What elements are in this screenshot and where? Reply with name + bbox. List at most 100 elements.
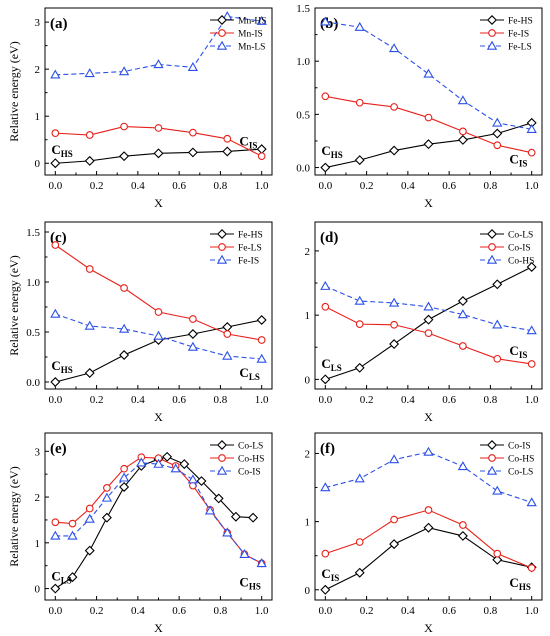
panel-5-legend-entry-2: Co-HS <box>238 455 264 465</box>
panel-6-series-3-line <box>325 451 532 504</box>
panel-1-series-2-point <box>223 134 232 143</box>
panel-5-series-1-point <box>196 476 207 487</box>
panel-6-series-3-point <box>457 461 469 471</box>
panel-4-annotation-1-subscript: LS <box>331 363 342 373</box>
panel-4-legend-marker-3 <box>486 254 498 264</box>
panel-4-series-1-point <box>354 362 365 373</box>
panel-6-series-1-point <box>457 530 468 541</box>
panel-6-series-3-point <box>492 485 503 495</box>
panel-2-series-1-point <box>354 155 365 166</box>
panel-6-series-1-point <box>354 567 365 578</box>
panel-6-series-3-point <box>388 454 400 464</box>
panel-3-y-tick-label: 0.5 <box>26 327 40 339</box>
panel-4-x-tick-label: 0.4 <box>401 394 415 406</box>
panel-1-series-3-point <box>118 66 130 76</box>
panel-5-panel-label: (e) <box>50 441 67 457</box>
panel-2-series-1-point <box>320 162 331 173</box>
panel-1-x-tick-label: 0.4 <box>131 180 145 192</box>
panel-1-legend-marker-1 <box>217 15 227 25</box>
panel-3-legend-entry-1: Fe-HS <box>238 231 263 241</box>
panel-2-series-2-point <box>390 103 398 111</box>
panel-5-annotation-1-subscript: LS <box>61 575 72 585</box>
panel-3-series-3-point <box>256 353 267 363</box>
panel-5-series-3-line <box>55 462 262 564</box>
panel-5-x-axis-title: X <box>154 621 163 635</box>
panel-4-x-tick-label: 0.6 <box>442 394 456 406</box>
panel-4-series-1-point <box>457 296 468 306</box>
panel-3-annotation-2: CLS <box>239 365 259 382</box>
panel-1-y-tick-label: 3 <box>35 17 41 29</box>
panel-6-x-tick-label: 0.2 <box>360 605 374 617</box>
panel-5-y-axis-title: Relative energy (eV) <box>7 466 21 566</box>
panel-1-x-tick-label: 1.0 <box>255 180 269 192</box>
panel-6-legend-marker-1 <box>487 440 497 450</box>
panel-1-x-axis-title: X <box>154 196 163 210</box>
panel-4-series-2-point <box>390 320 398 329</box>
panel-4-legend-marker-1 <box>487 229 497 239</box>
panel-1-series-3-point <box>50 69 61 79</box>
panel-6-legend-entry-3: Co-LS <box>508 468 533 478</box>
panel-3-annotation-1-subscript: HS <box>61 365 73 375</box>
panel-6-series-1-point <box>492 554 503 565</box>
panel-3-series-3-point <box>222 350 233 360</box>
panel-4-series-1-point <box>389 339 400 350</box>
panel-2-series-2-point <box>493 141 502 150</box>
panel-3-y-tick-label: 1.0 <box>26 277 40 289</box>
panel-4-x-tick-label: 1.0 <box>525 394 539 406</box>
panel-6-x-tick-label: 0.0 <box>318 605 332 617</box>
panel-6-legend-marker-3 <box>486 465 498 475</box>
panel-2-annotation-2-subscript: IS <box>519 158 528 168</box>
panel-3-group: 0.0 0.2 0.4 0.6 0.8 1.0 0.0 0.5 1.0 1.5 X Relative … <box>7 221 273 424</box>
panel-4-y-tick-label: 1 <box>305 310 311 322</box>
panel-2-series-2-point <box>459 127 467 136</box>
panel-6-x-tick-label: 0.4 <box>401 605 415 617</box>
panel-3-series-2-point <box>51 241 60 249</box>
panel-3-x-tick-label: 1.0 <box>255 394 269 406</box>
panel-5-series-3-point <box>101 492 113 502</box>
panel-5-series-2-point <box>85 504 94 513</box>
panel-6-x-axis-title: X <box>424 621 433 635</box>
panel-5-annotation-2-subscript: HS <box>249 581 261 591</box>
panel-2-series-3-point <box>354 21 365 31</box>
panel-5-series-3-point <box>170 463 181 473</box>
panel-3-legend-marker-2 <box>218 243 226 251</box>
panel-5-x-tick-label: 0.0 <box>48 605 62 617</box>
panel-1-y-tick-label: 2 <box>35 64 41 76</box>
panel-5-series-2-point <box>51 518 60 527</box>
panel-5-series-1-point <box>230 511 241 522</box>
panel-2-series-1-point <box>492 128 503 139</box>
panel-6-y-tick-label: 2 <box>305 448 311 460</box>
panel-5-series-1-point <box>67 572 78 583</box>
panel-6-series-3-point <box>354 473 365 483</box>
panel-4-series-1-point <box>423 314 434 325</box>
panel-4-legend-entry-1: Co-LS <box>508 231 533 241</box>
panel-3-series-3-point <box>84 320 95 330</box>
panel-6-series-3-point <box>423 446 434 456</box>
panel-3-series-1-point <box>187 329 198 339</box>
panel-3-annotation-2-subscript: LS <box>249 372 260 382</box>
panel-6-legend-entry-2: Co-HS <box>508 455 534 465</box>
panel-3-legend-entry-3: Fe-IS <box>238 257 259 267</box>
panel-2-y-tick-label: 1.5 <box>296 3 310 15</box>
panel-6-series-2-point <box>459 521 467 529</box>
panel-6-legend-entry-1: Co-IS <box>508 442 531 452</box>
panel-2-x-axis-title: X <box>424 196 433 210</box>
panel-5-series-3-point <box>153 458 164 468</box>
panel-3-series-1-point <box>256 315 267 325</box>
panel-1-series-2-point <box>120 122 128 131</box>
panel-2-series-3-point <box>457 95 469 105</box>
panel-5-series-2-point <box>68 519 77 528</box>
panel-3-x-tick-label: 0.8 <box>214 394 228 406</box>
panel-1-series-3-point <box>187 61 199 71</box>
panel-1-y-axis-title: Relative energy (eV) <box>7 41 21 141</box>
panel-3-y-axis-title: Relative energy (eV) <box>7 255 21 355</box>
panel-2-annotation-1: CHS <box>321 143 342 160</box>
panel-1-series-2-point <box>51 129 60 137</box>
panel-6-series-2-point <box>493 549 502 558</box>
panel-3-legend-marker-3 <box>216 254 228 264</box>
panel-5-series-3-point <box>50 530 61 540</box>
panel-3-series-1-point <box>222 322 233 332</box>
panel-4-group: 0.0 0.2 0.4 0.6 0.8 1.0 0 1 2 X (d) Co-LS Co-IS Co-HS… <box>305 221 543 424</box>
panel-5-series-3-point <box>222 527 233 537</box>
panel-2-legend-entry-1: Fe-HS <box>508 17 533 27</box>
